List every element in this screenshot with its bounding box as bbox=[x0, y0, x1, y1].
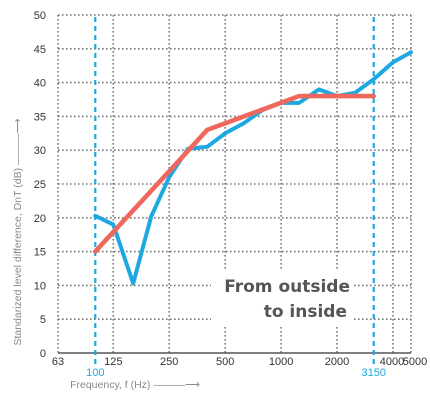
x-tick-label: 5000 bbox=[403, 356, 427, 368]
y-tick-label: 0 bbox=[40, 348, 46, 360]
series-line-measured bbox=[93, 50, 413, 286]
y-axis-label: Standarized level difference, DnT (dB) —… bbox=[12, 118, 24, 346]
x-axis-label: Frequency, f (Hz) ———⟶ bbox=[70, 379, 201, 391]
marker-lines: 100 3150 bbox=[86, 17, 386, 379]
x-tick-label: 63 bbox=[52, 356, 64, 368]
y-tick-label: 35 bbox=[34, 111, 46, 123]
annotation-line-1: From outside bbox=[224, 277, 350, 297]
y-tick-label: 30 bbox=[34, 145, 46, 157]
y-tick-label: 10 bbox=[34, 280, 46, 292]
annotation-background bbox=[211, 270, 354, 325]
y-tick-labels: 0 5 10 15 20 25 30 35 40 45 50 bbox=[34, 10, 46, 360]
y-tick-label: 40 bbox=[34, 78, 46, 90]
y-tick-label: 15 bbox=[34, 247, 46, 259]
marker-label: 3150 bbox=[361, 367, 385, 379]
y-tick-label: 45 bbox=[34, 44, 46, 56]
y-tick-label: 25 bbox=[34, 179, 46, 191]
y-tick-label: 5 bbox=[40, 314, 46, 326]
y-tick-label: 50 bbox=[34, 10, 46, 22]
series-lines bbox=[93, 50, 413, 286]
x-tick-label: 500 bbox=[216, 356, 234, 368]
x-tick-label: 4000 bbox=[380, 356, 404, 368]
y-tick-label: 20 bbox=[34, 213, 46, 225]
annotation-line-2: to inside bbox=[264, 302, 347, 322]
marker-label: 100 bbox=[86, 367, 104, 379]
x-tick-label: 250 bbox=[160, 356, 178, 368]
x-tick-label: 125 bbox=[104, 356, 122, 368]
series-line-reference bbox=[93, 93, 377, 254]
x-tick-label: 1000 bbox=[269, 356, 293, 368]
x-tick-label: 2000 bbox=[325, 356, 349, 368]
